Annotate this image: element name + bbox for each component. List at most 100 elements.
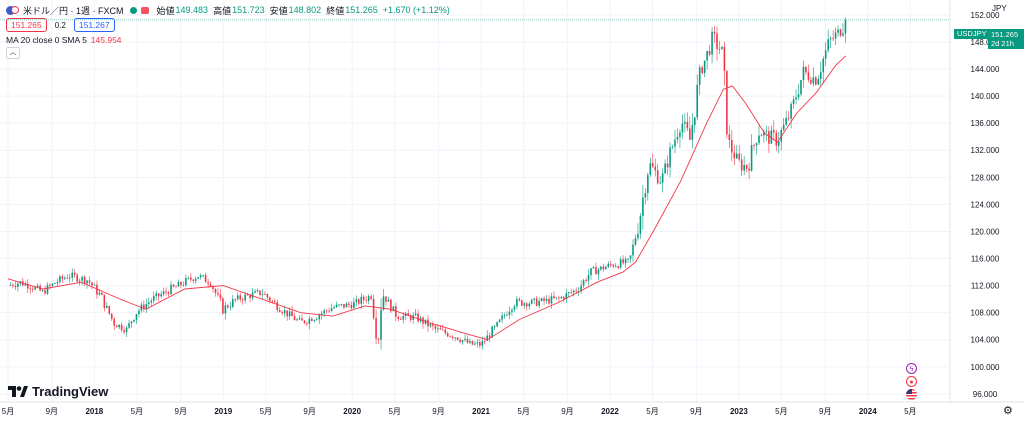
candle-up xyxy=(162,291,165,295)
candle-down xyxy=(31,288,34,290)
candle-down xyxy=(209,283,212,287)
candle-down xyxy=(49,285,51,286)
y-tick-label: 128.000 xyxy=(971,173,1000,182)
candle-up xyxy=(491,326,493,338)
candle-up xyxy=(545,298,548,301)
candle-up xyxy=(202,275,204,276)
candle-down xyxy=(689,128,691,140)
candle-down xyxy=(222,298,224,314)
candle-up xyxy=(674,139,676,147)
collapse-icon[interactable]: ︿ xyxy=(6,47,20,59)
record-icon[interactable]: ● xyxy=(906,376,917,387)
candle-down xyxy=(753,145,755,146)
candle-up xyxy=(567,292,570,294)
candle-up xyxy=(340,304,343,305)
candle-up xyxy=(318,315,321,320)
candle-up xyxy=(817,79,820,85)
x-tick-label: 2023 xyxy=(730,407,748,416)
candle-up xyxy=(24,283,27,286)
candle-up xyxy=(790,103,792,119)
buy-button[interactable]: 151.267 xyxy=(73,18,115,32)
candle-up xyxy=(503,314,506,316)
tradingview-logo[interactable]: TradingView xyxy=(8,384,108,399)
candle-up xyxy=(614,266,617,268)
candle-down xyxy=(471,340,474,345)
candle-up xyxy=(629,255,632,259)
candle-up xyxy=(254,291,256,293)
candle-up xyxy=(469,340,471,343)
candle-down xyxy=(459,339,461,342)
candle-down xyxy=(234,299,237,300)
candle-down xyxy=(266,294,269,298)
candle-up xyxy=(256,290,259,292)
candle-up xyxy=(335,304,338,308)
indicator-legend[interactable]: MA 20 close 0 SMA 5 145.954 xyxy=(6,35,122,45)
candle-up xyxy=(508,311,511,315)
x-tick-label: 5月 xyxy=(2,407,14,416)
candle-up xyxy=(387,299,390,302)
candle-down xyxy=(167,292,170,295)
x-tick-label: 5月 xyxy=(388,407,400,416)
candle-up xyxy=(51,283,54,286)
candle-down xyxy=(728,134,731,140)
settings-icon[interactable]: ⚙ xyxy=(1003,405,1013,417)
candle-down xyxy=(748,168,750,171)
candle-down xyxy=(372,298,375,318)
candle-up xyxy=(511,309,513,312)
candle-up xyxy=(232,299,234,307)
candle-up xyxy=(17,283,19,287)
change-value: +1.670 (+1.12%) xyxy=(382,5,450,15)
open-label: 始値 xyxy=(156,5,175,16)
lightning-icon[interactable]: ϟ xyxy=(906,363,917,374)
candle-down xyxy=(328,310,330,312)
candle-up xyxy=(224,305,227,314)
candle-down xyxy=(325,310,328,312)
candle-up xyxy=(661,173,664,183)
high-value: 151.723 xyxy=(232,5,265,15)
symbol-title[interactable]: 米ドル／円 · 1週 · FXCM xyxy=(23,5,124,16)
candle-down xyxy=(377,338,380,340)
candle-down xyxy=(269,297,271,301)
candle-down xyxy=(451,336,454,338)
candle-down xyxy=(96,284,98,295)
candle-up xyxy=(454,337,456,339)
candle-up xyxy=(782,124,785,131)
candle-down xyxy=(407,313,410,316)
candle-up xyxy=(639,215,642,234)
candle-up xyxy=(802,66,805,81)
candle-down xyxy=(73,272,76,275)
y-tick-label: 132.000 xyxy=(971,146,1000,155)
candle-down xyxy=(723,46,726,71)
candle-up xyxy=(607,263,610,267)
candle-up xyxy=(647,174,649,194)
candle-up xyxy=(664,163,666,174)
candle-down xyxy=(83,276,86,284)
candle-up xyxy=(464,338,466,341)
candle-up xyxy=(627,258,629,260)
candle-up xyxy=(474,343,476,345)
candle-up xyxy=(298,318,301,320)
candle-up xyxy=(481,340,484,346)
chart-type-icon[interactable] xyxy=(140,6,149,14)
candle-down xyxy=(301,318,303,321)
x-tick-label: 9月 xyxy=(175,407,187,416)
candle-up xyxy=(750,145,753,171)
candle-up xyxy=(824,50,827,59)
us-flag-icon[interactable] xyxy=(906,389,917,400)
last-price-tag: 151.265 2d 21h xyxy=(988,29,1024,49)
candle-down xyxy=(61,276,64,279)
candle-down xyxy=(212,286,214,290)
candle-down xyxy=(241,299,244,301)
x-tick-label: 9月 xyxy=(46,407,58,416)
candle-up xyxy=(513,306,516,310)
candle-up xyxy=(679,132,681,137)
candle-up xyxy=(194,278,197,281)
sell-button[interactable]: 151.265 xyxy=(6,18,47,32)
candle-down xyxy=(276,302,279,311)
currency-label[interactable]: JPY xyxy=(992,4,1007,13)
candle-down xyxy=(525,303,528,307)
y-tick-label: 116.000 xyxy=(971,255,1000,264)
indicator-value: 145.954 xyxy=(90,35,122,45)
candle-up xyxy=(819,72,822,80)
